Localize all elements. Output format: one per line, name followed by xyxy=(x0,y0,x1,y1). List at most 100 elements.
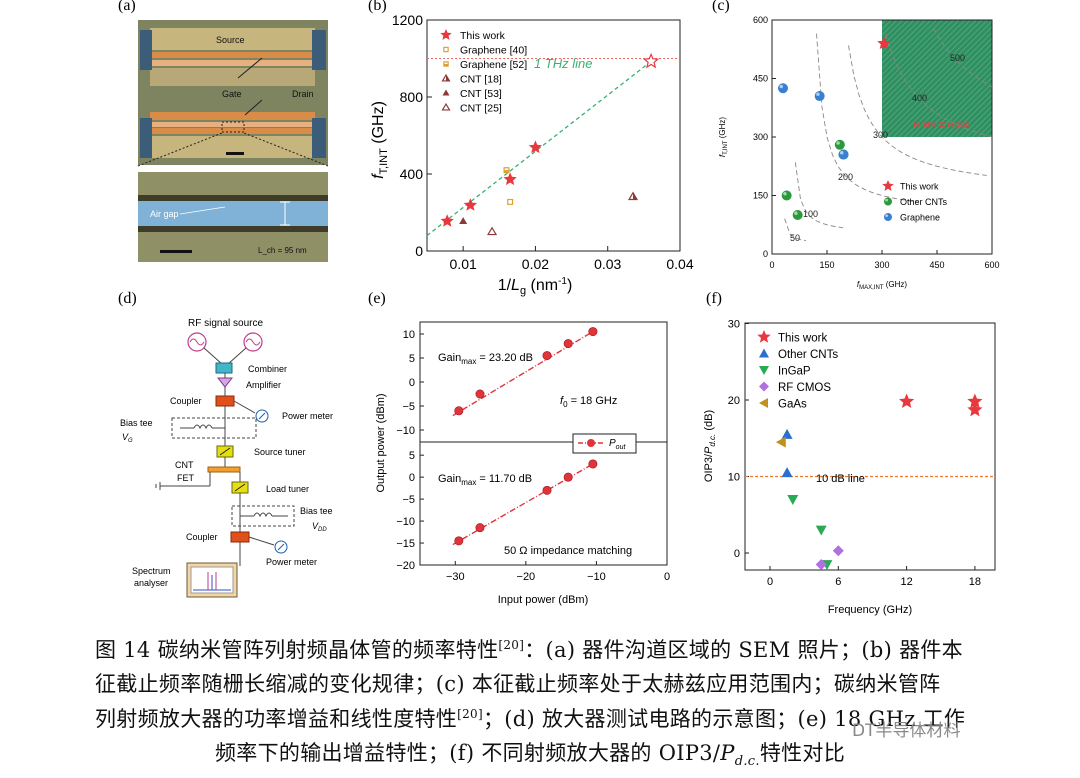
cnt-label: CNT xyxy=(175,460,194,470)
caption-line-4: 频率下的输出增益特性；(f) 不同射频放大器的 OIP3/Pd.c.特性对比 xyxy=(215,741,846,770)
ylabel-b: fT,INT (GHz) xyxy=(370,101,390,179)
point-e-1-3 xyxy=(563,472,573,482)
ytick-label-e-bot-4: 0 xyxy=(409,472,415,484)
coupler-label-2: Coupler xyxy=(186,532,218,542)
point-c-2-1-body xyxy=(814,91,825,102)
legend-b-label-3: CNT [18] xyxy=(460,74,502,86)
legend-b-marker-2-fill xyxy=(443,64,449,67)
legend-c-marker-2 xyxy=(884,213,892,221)
marks-e xyxy=(452,327,598,546)
contour-label-100: 100 xyxy=(803,209,818,219)
legend-e-label: Pout xyxy=(609,438,626,451)
point-c-2-0-highlight xyxy=(779,84,783,89)
point-b-2-0 xyxy=(503,167,510,174)
thz-region-rect xyxy=(882,20,992,137)
point-e-0-0 xyxy=(454,406,464,416)
legend-b-label-0: This work xyxy=(460,30,506,42)
point-f-0-1 xyxy=(967,393,983,408)
bias-tee-box-2 xyxy=(231,505,295,527)
ytick-label-e-bot-2: −10 xyxy=(396,516,415,528)
point-c-1-0-body xyxy=(781,190,792,201)
plot-frame-b xyxy=(426,19,681,252)
contour-400 xyxy=(885,34,993,138)
label-drain: Drain xyxy=(292,89,314,99)
contour-100 xyxy=(794,162,844,229)
legend-b-marker-0 xyxy=(440,29,452,40)
contour-200 xyxy=(816,33,918,203)
point-f-0-0 xyxy=(899,393,915,408)
legend-b-marker-4 xyxy=(442,89,450,96)
point-c-0-0 xyxy=(877,36,891,50)
point-e-1-1 xyxy=(475,523,485,533)
plot-frame-e xyxy=(419,321,668,566)
panel-c: (c) 0 150 300 450 600 0 150 300 450 600 This work… xyxy=(712,0,1000,291)
label-gate: Gate xyxy=(222,89,242,99)
xtick-label-f-3: 18 xyxy=(969,576,981,588)
xtick-label-e-0: −30 xyxy=(446,571,465,583)
contour-300 xyxy=(848,45,987,176)
marks-b: This work Graphene [40] Graphene [52] CNT [… xyxy=(426,29,680,237)
legend-c-marker-1-highlight xyxy=(885,198,888,202)
panel-letter-f: (f) xyxy=(706,290,722,307)
point-c-2-2-highlight xyxy=(840,151,844,155)
legend-c-marker-1-body xyxy=(884,197,892,206)
legend-c-label-1: Other CNTs xyxy=(900,197,948,207)
xlabel-c: fMAX,INT (GHz) xyxy=(857,280,907,291)
panel-b: (b) 0.01 0.02 0.03 0.04 0 400 800 1200 This wor… xyxy=(368,0,694,297)
ytick-label-c-3: 450 xyxy=(753,74,768,84)
ytick-label-e-bot-3: −5 xyxy=(402,494,415,506)
point-c-2-1-highlight xyxy=(816,92,820,97)
point-f-4-0 xyxy=(775,436,786,448)
point-f-1-1 xyxy=(781,467,793,478)
point-c-2-1 xyxy=(814,91,825,102)
label-air-gap: Air gap xyxy=(150,209,179,219)
point-b-3-0-fill xyxy=(633,192,638,200)
bias-tee-label-1: Bias tee xyxy=(120,418,153,428)
source-tuner-label: Source tuner xyxy=(254,447,306,457)
impedance-label: 50 Ω impedance matching xyxy=(504,545,632,557)
marks-c: This work Other CNTs Graphene xyxy=(778,28,993,242)
amplifier-label: Amplifier xyxy=(246,380,281,390)
gain-bottom-label: Gainmax = 11.70 dB xyxy=(438,473,532,487)
point-b-1-0 xyxy=(507,198,514,205)
ytick-label-e-top-2: 0 xyxy=(409,377,415,389)
legend-b-marker-1 xyxy=(443,46,449,53)
legend-b-marker-3-fill xyxy=(446,75,450,81)
panel-e: (e) −30 −20 −10 0 −10 −5 0 5 10 −20 −15 −10 −5 0 5 Gai… xyxy=(368,290,670,606)
combiner-label: Combiner xyxy=(248,364,287,374)
point-c-1-0 xyxy=(781,190,792,201)
bias-tee-box-1 xyxy=(171,417,257,439)
load-tuner-label: Load tuner xyxy=(266,484,309,494)
point-c-1-1-highlight xyxy=(794,211,798,215)
panel-letter-b: (b) xyxy=(368,0,387,14)
legend-c-marker-1 xyxy=(884,197,892,206)
legend-c-label-0: This work xyxy=(900,182,939,192)
ytick-label-f-3: 30 xyxy=(728,319,740,331)
xtick-label-b-0: 0.01 xyxy=(450,256,477,272)
point-c-1-2-highlight xyxy=(836,141,840,145)
ytick-label-c-2: 300 xyxy=(753,132,768,142)
legend-f: This work Other CNTs InGaP RF CMOS GaAs xyxy=(757,330,838,411)
ten-db-line-label: 10 dB line xyxy=(816,473,865,485)
point-b-5-0 xyxy=(487,226,498,236)
ytick-label-e-top-0: −10 xyxy=(396,425,415,437)
ytick-label-e-bot-1: −15 xyxy=(396,538,415,550)
legend-b-marker-2 xyxy=(443,61,449,67)
ylabel-c: fT,INT (GHz) xyxy=(718,117,729,157)
point-e-0-3 xyxy=(563,339,573,349)
point-e-0-4 xyxy=(588,327,598,337)
ytick-label-b-2: 800 xyxy=(400,89,424,105)
xtick-label-e-1: −20 xyxy=(517,571,536,583)
fet-label: FET xyxy=(177,473,195,483)
legend-f-marker-3 xyxy=(759,381,769,392)
contour-500 xyxy=(933,28,993,88)
axes-f: 0 6 12 18 0 10 20 30 xyxy=(728,319,981,589)
legend-b-marker-5 xyxy=(441,102,451,111)
panel-a: (a) Source Gate Drain xyxy=(118,0,329,262)
ytick-label-e-top-4: 10 xyxy=(403,329,415,341)
gain-top-label: Gainmax = 23.20 dB xyxy=(438,352,533,366)
ytick-label-e-bot-0: −20 xyxy=(396,560,415,572)
rf-source-icons xyxy=(187,332,263,365)
f0-label: f0 = 18 GHz xyxy=(560,395,617,409)
thz-region-label: Terahertz region xyxy=(912,120,970,129)
